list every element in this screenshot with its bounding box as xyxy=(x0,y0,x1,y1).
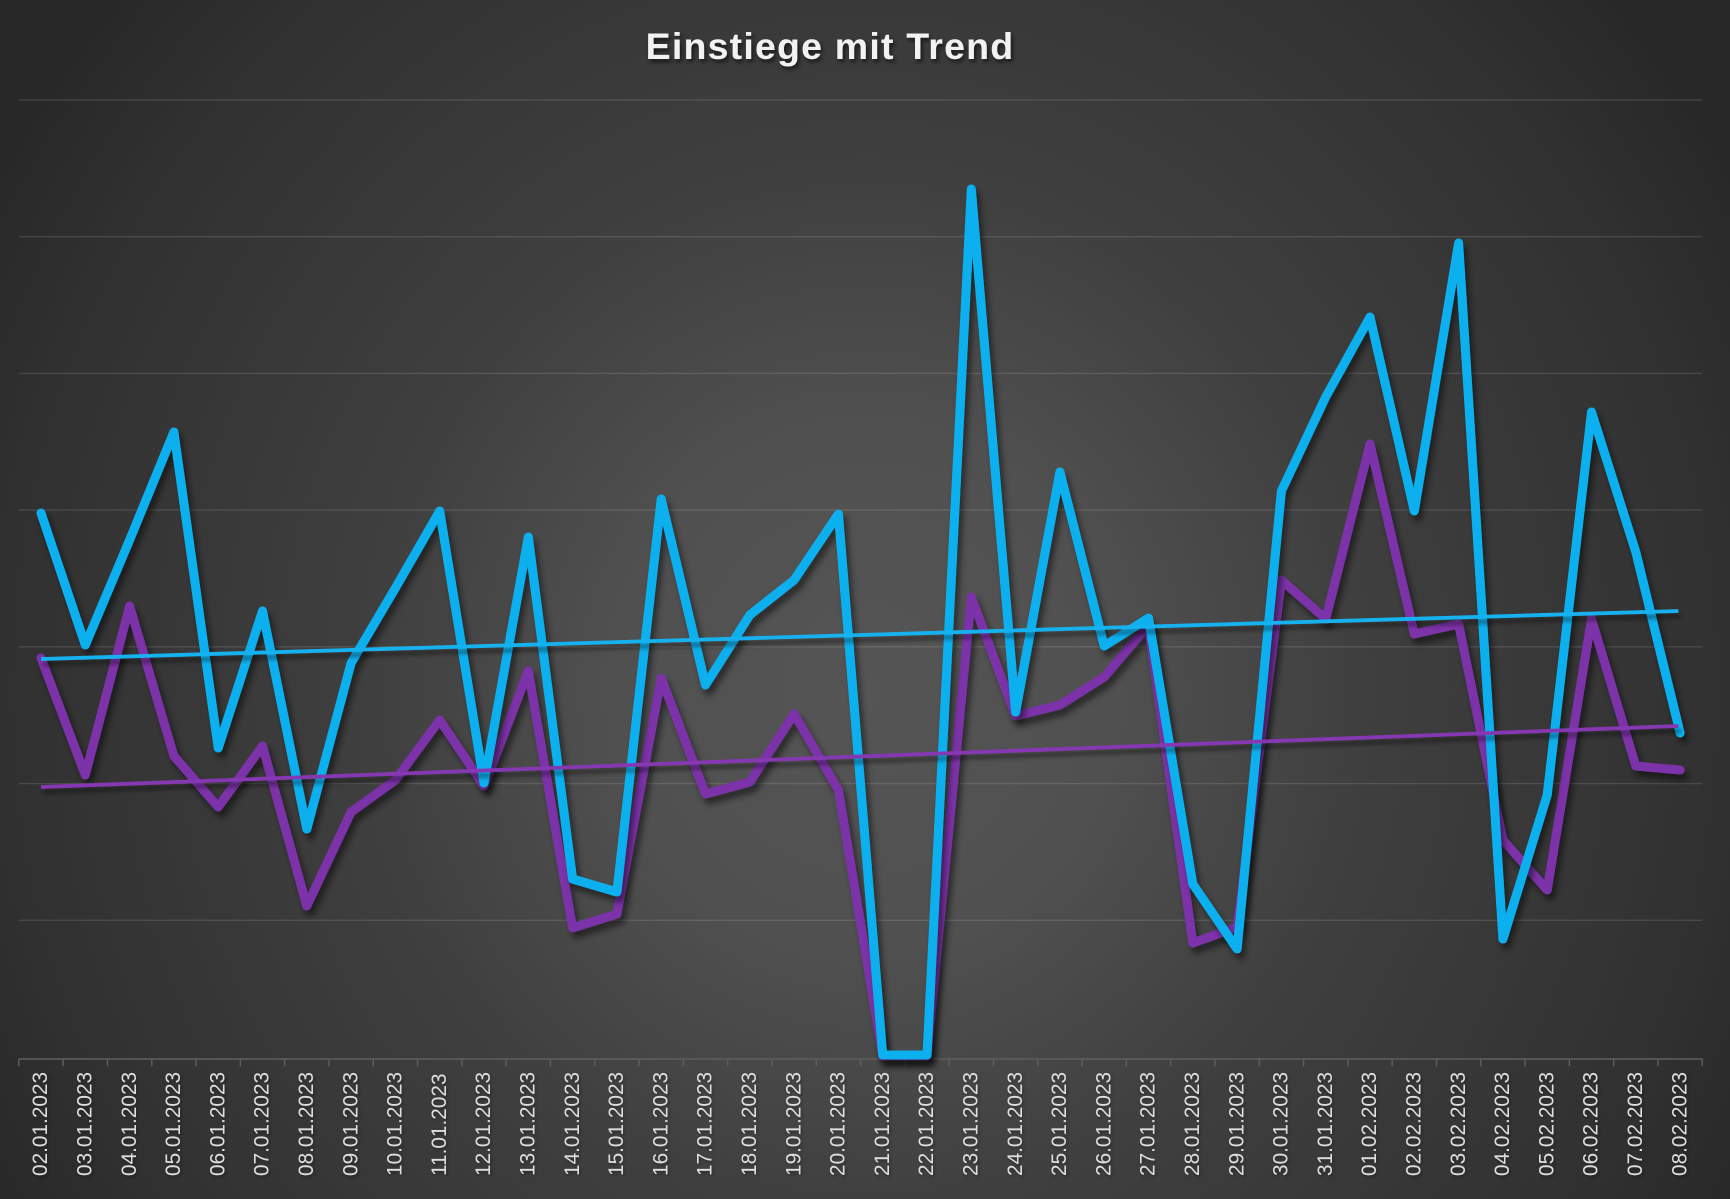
svg-text:12.01.2023: 12.01.2023 xyxy=(472,1072,495,1176)
svg-text:04.01.2023: 04.01.2023 xyxy=(118,1072,141,1176)
svg-text:04.02.2023: 04.02.2023 xyxy=(1491,1072,1514,1176)
svg-text:25.01.2023: 25.01.2023 xyxy=(1048,1072,1071,1176)
svg-text:23.01.2023: 23.01.2023 xyxy=(960,1072,983,1176)
svg-text:18.01.2023: 18.01.2023 xyxy=(738,1072,761,1176)
svg-text:30.01.2023: 30.01.2023 xyxy=(1270,1072,1293,1176)
svg-text:Einstiege mit Trend: Einstiege mit Trend xyxy=(646,25,1015,67)
svg-text:06.01.2023: 06.01.2023 xyxy=(206,1072,229,1176)
svg-text:01.02.2023: 01.02.2023 xyxy=(1358,1072,1381,1176)
svg-text:26.01.2023: 26.01.2023 xyxy=(1092,1072,1115,1176)
svg-text:11.01.2023: 11.01.2023 xyxy=(428,1073,451,1176)
svg-text:06.02.2023: 06.02.2023 xyxy=(1580,1072,1603,1176)
svg-text:31.01.2023: 31.01.2023 xyxy=(1314,1072,1337,1176)
svg-text:28.01.2023: 28.01.2023 xyxy=(1181,1072,1204,1176)
svg-text:02.01.2023: 02.01.2023 xyxy=(29,1072,52,1176)
svg-text:27.01.2023: 27.01.2023 xyxy=(1137,1072,1160,1176)
svg-text:29.01.2023: 29.01.2023 xyxy=(1225,1072,1248,1176)
svg-text:08.02.2023: 08.02.2023 xyxy=(1668,1072,1691,1176)
svg-text:09.01.2023: 09.01.2023 xyxy=(339,1072,362,1176)
svg-text:05.01.2023: 05.01.2023 xyxy=(162,1072,185,1176)
svg-text:24.01.2023: 24.01.2023 xyxy=(1004,1072,1027,1176)
svg-text:15.01.2023: 15.01.2023 xyxy=(605,1072,628,1176)
svg-text:07.02.2023: 07.02.2023 xyxy=(1624,1072,1647,1176)
svg-text:19.01.2023: 19.01.2023 xyxy=(782,1072,805,1176)
svg-text:05.02.2023: 05.02.2023 xyxy=(1535,1072,1558,1176)
svg-text:03.02.2023: 03.02.2023 xyxy=(1447,1072,1470,1176)
svg-text:22.01.2023: 22.01.2023 xyxy=(915,1072,938,1176)
svg-text:20.01.2023: 20.01.2023 xyxy=(827,1072,850,1176)
svg-text:10.01.2023: 10.01.2023 xyxy=(384,1072,407,1176)
svg-text:02.02.2023: 02.02.2023 xyxy=(1403,1072,1426,1176)
svg-text:17.01.2023: 17.01.2023 xyxy=(694,1072,717,1176)
svg-text:08.01.2023: 08.01.2023 xyxy=(295,1072,318,1176)
svg-text:13.01.2023: 13.01.2023 xyxy=(517,1072,540,1176)
svg-text:03.01.2023: 03.01.2023 xyxy=(74,1072,97,1176)
svg-text:14.01.2023: 14.01.2023 xyxy=(561,1072,584,1176)
svg-text:21.01.2023: 21.01.2023 xyxy=(871,1072,894,1176)
svg-text:16.01.2023: 16.01.2023 xyxy=(649,1072,672,1176)
svg-text:07.01.2023: 07.01.2023 xyxy=(251,1072,274,1176)
